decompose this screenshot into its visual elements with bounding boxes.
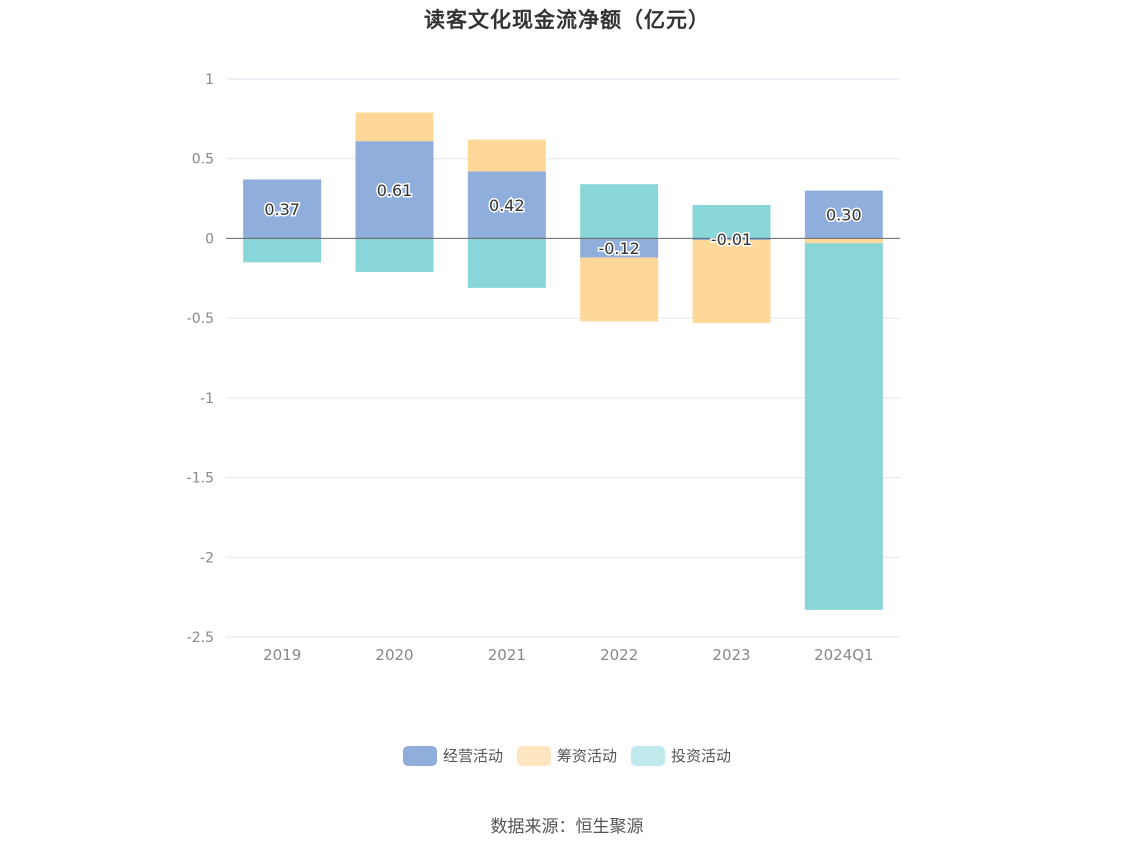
bar-segment [355,238,434,272]
legend-label-operating: 经营活动 [442,747,503,765]
y-tick-label: -2 [200,550,214,566]
bar-segment [355,141,434,239]
data-label: 0.61 [377,181,413,200]
y-tick-label: -0.5 [187,311,214,327]
data-labels: 0.37 0.61 0.42 -0.12 -0.01 0.30 [263,179,863,259]
chart-plot: 1 0.5 0 -0.5 -1 -1.5 -2 -2.5 0.37 0.61 0.42 -0.12 -… [187,72,900,664]
legend-label-investing: 投资活动 [671,747,732,765]
legend-swatch-investing [631,745,665,766]
y-tick-label: -2.5 [187,630,214,646]
y-axis-ticks: 1 0.5 0 -0.5 -1 -1.5 -2 -2.5 [187,72,214,646]
legend-item-financing[interactable]: 筹资活动 [516,745,617,766]
legend-swatch-operating [402,745,437,766]
chart-title: 读客文化现金流净额（亿元） [424,8,710,32]
source-note: 数据来源：恒生聚源 [490,817,644,837]
bar-segment [804,190,883,239]
bar-segment [467,139,546,172]
legend-label-financing: 筹资活动 [556,747,617,765]
x-tick-label: 2020 [375,646,413,664]
bar-segment [580,184,659,239]
bar-segment [804,243,883,610]
bar-segment [692,238,771,241]
bar-segment [243,238,322,263]
legend-swatch-financing [516,745,551,766]
grid-lines [226,78,900,638]
bar-segment [692,204,771,239]
y-tick-label: 0.5 [192,152,214,168]
y-tick-label: -1 [200,391,214,407]
bar-segment [692,240,771,323]
x-tick-label: 2022 [600,646,638,664]
y-tick-label: 0 [205,231,214,247]
data-label: 0.30 [826,206,862,225]
zero-baseline [226,237,900,638]
legend-item-operating[interactable]: 经营活动 [402,745,503,766]
x-tick-label: 2023 [712,646,750,664]
bar-segment [467,171,546,239]
legend: 经营活动 筹资活动 投资活动 [0,745,1134,766]
x-tick-label: 2024Q1 [814,646,874,664]
bar-segment [804,238,883,244]
bar-segment [580,257,659,322]
x-tick-label: 2019 [263,646,301,664]
x-axis-ticks: 2019 2020 2021 2022 2023 2024Q1 [263,646,874,664]
data-label: -0.01 [711,230,752,249]
legend-item-investing[interactable]: 投资活动 [631,745,731,766]
y-tick-label: -1.5 [187,471,214,487]
x-tick-label: 2021 [488,646,526,664]
bars [243,112,883,610]
bar-segment [355,112,434,142]
y-tick-label: 1 [205,72,214,88]
bar-segment [580,238,659,258]
data-label: -0.12 [598,239,639,258]
data-label: 0.42 [489,196,525,215]
data-label: 0.37 [264,200,300,219]
bar-segment [467,238,546,288]
bar-segment [243,179,322,239]
